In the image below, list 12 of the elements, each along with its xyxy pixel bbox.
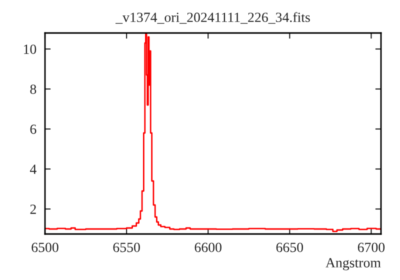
y-tick-label: 8 bbox=[30, 84, 36, 94]
x-tick-label: 6700 bbox=[358, 242, 385, 252]
x-axis-title: Angstrom bbox=[326, 258, 381, 270]
x-tick-label: 6550 bbox=[113, 242, 140, 252]
y-tick-label: 4 bbox=[30, 164, 36, 174]
y-tick-label: 6 bbox=[30, 124, 36, 134]
x-tick-label: 6500 bbox=[32, 242, 58, 252]
chart-title: _v1374_ori_20241111_226_34.fits bbox=[115, 12, 310, 24]
x-tick-label: 6650 bbox=[276, 242, 304, 252]
y-tick-label: 2 bbox=[30, 204, 36, 214]
x-tick-label: 6600 bbox=[194, 242, 222, 252]
y-tick-label: 10 bbox=[24, 44, 36, 54]
